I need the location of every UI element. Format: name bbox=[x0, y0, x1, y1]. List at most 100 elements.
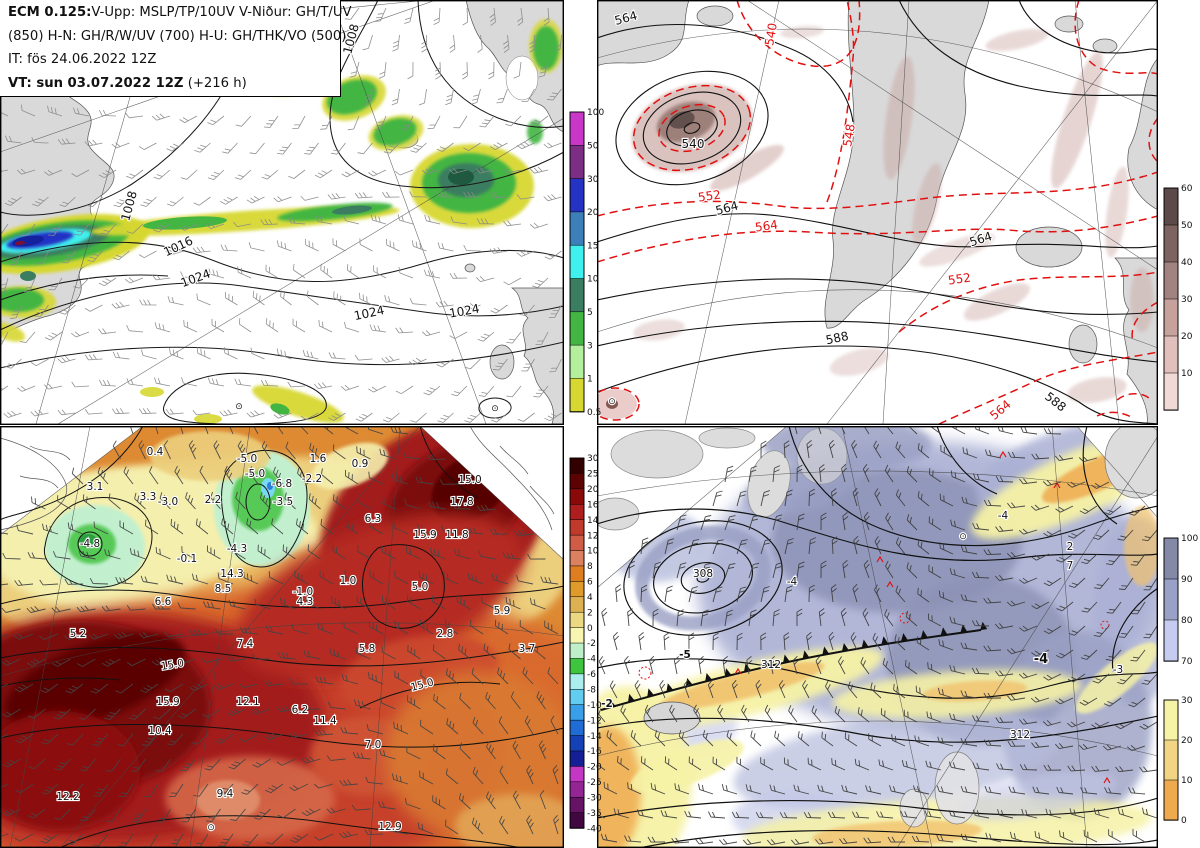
svg-text:552: 552 bbox=[697, 188, 722, 205]
svg-text:20: 20 bbox=[1181, 736, 1193, 746]
svg-text:15.0: 15.0 bbox=[458, 474, 481, 486]
svg-text:-4: -4 bbox=[998, 510, 1009, 522]
colorbar: 60 50 40 30 20 10 bbox=[1163, 184, 1193, 411]
svg-text:10: 10 bbox=[1181, 776, 1193, 786]
svg-text:11.8: 11.8 bbox=[445, 529, 468, 541]
svg-text:3.7: 3.7 bbox=[519, 643, 536, 655]
wind-barbs bbox=[597, 426, 1158, 846]
svg-text:⊙: ⊙ bbox=[959, 532, 967, 542]
model-header-box: ECM 0.125:V-Upp: MSLP/TP/10UV V-Niður: G… bbox=[0, 0, 352, 97]
wind-barbs bbox=[0, 426, 560, 848]
svg-text:-4.8: -4.8 bbox=[80, 538, 101, 550]
svg-text:-4: -4 bbox=[1034, 652, 1048, 667]
svg-text:2: 2 bbox=[1067, 541, 1074, 553]
svg-text:308: 308 bbox=[693, 568, 713, 580]
svg-text:540: 540 bbox=[682, 137, 705, 151]
svg-text:⊙: ⊙ bbox=[235, 402, 243, 412]
colorbar: 100 90 80 70 bbox=[1163, 534, 1198, 667]
svg-text:15.9: 15.9 bbox=[156, 696, 179, 708]
panel-700hpa-humidity: 308 -4 2 7 -4 -4 -3 -5 -2 312 312 ⊙ bbox=[597, 426, 1158, 848]
svg-text:3.1: 3.1 bbox=[87, 481, 104, 493]
svg-text:6.3: 6.3 bbox=[365, 513, 382, 525]
svg-text:5.2: 5.2 bbox=[70, 628, 87, 640]
svg-text:-5.0: -5.0 bbox=[237, 453, 258, 465]
svg-text:588: 588 bbox=[825, 329, 850, 347]
svg-text:30: 30 bbox=[1181, 295, 1193, 305]
svg-text:40: 40 bbox=[1181, 258, 1193, 268]
contour-labels: 308 -4 2 7 -4 -4 -3 -5 -2 312 312 ⊙ bbox=[600, 509, 1124, 742]
svg-text:540: 540 bbox=[762, 22, 780, 47]
svg-text:-4: -4 bbox=[787, 576, 798, 588]
svg-text:10.4: 10.4 bbox=[148, 725, 172, 737]
svg-text:⊙: ⊙ bbox=[608, 397, 616, 407]
svg-text:30: 30 bbox=[1181, 696, 1193, 706]
svg-text:-6: -6 bbox=[587, 670, 596, 680]
svg-text:-2: -2 bbox=[601, 698, 613, 710]
svg-text:-3: -3 bbox=[1113, 664, 1123, 676]
svg-text:20: 20 bbox=[1181, 332, 1193, 342]
header-line-1: ECM 0.125:V-Upp: MSLP/TP/10UV V-Niður: G… bbox=[8, 5, 352, 20]
svg-text:5: 5 bbox=[587, 308, 593, 318]
svg-text:312: 312 bbox=[761, 659, 781, 671]
svg-text:552: 552 bbox=[947, 271, 972, 288]
graticule bbox=[597, 0, 1158, 425]
svg-text:4.3: 4.3 bbox=[297, 596, 314, 608]
svg-text:-4.3: -4.3 bbox=[227, 543, 248, 555]
svg-text:-5: -5 bbox=[679, 649, 691, 661]
svg-text:7: 7 bbox=[1067, 560, 1074, 572]
svg-text:1.0: 1.0 bbox=[340, 575, 357, 587]
land-layer bbox=[597, 0, 1158, 425]
svg-text:12.9: 12.9 bbox=[378, 821, 401, 833]
svg-text:1.6: 1.6 bbox=[310, 453, 327, 465]
contours bbox=[0, 426, 564, 848]
svg-text:1024: 1024 bbox=[448, 302, 481, 321]
svg-text:10: 10 bbox=[1181, 369, 1193, 379]
svg-text:312: 312 bbox=[1010, 729, 1030, 741]
header-line-3: IT: fös 24.06.2022 12Z bbox=[8, 52, 157, 67]
svg-text:9.4: 9.4 bbox=[217, 788, 234, 800]
svg-text:0.4: 0.4 bbox=[147, 446, 164, 458]
svg-text:8.5: 8.5 bbox=[215, 583, 232, 595]
svg-text:5.0: 5.0 bbox=[412, 581, 429, 593]
thickness-contours bbox=[597, 0, 1158, 425]
svg-text:0: 0 bbox=[587, 624, 593, 634]
header-line-2: (850) H-N: GH/R/W/UV (700) H-U: GH/THK/V… bbox=[8, 28, 347, 44]
graticule bbox=[597, 426, 1158, 848]
svg-text:4: 4 bbox=[587, 593, 593, 603]
colorbar: 30 20 10 0 bbox=[1163, 696, 1193, 826]
svg-text:-6.8: -6.8 bbox=[272, 478, 293, 490]
svg-text:1: 1 bbox=[587, 375, 593, 385]
svg-text:-5.0: -5.0 bbox=[245, 468, 266, 480]
svg-text:12.2: 12.2 bbox=[56, 791, 79, 803]
graticule bbox=[0, 426, 564, 848]
panel-850hpa-temperature: 0.4 1.6 0.9 -5.0 -5.0 -6.8 3.1 3.3 -3.0 2.2 -2.2 -3… bbox=[0, 426, 564, 848]
svg-text:0.9: 0.9 bbox=[352, 458, 369, 470]
svg-text:6.2: 6.2 bbox=[292, 704, 309, 716]
svg-text:100: 100 bbox=[1181, 534, 1198, 544]
svg-text:15.0: 15.0 bbox=[160, 657, 185, 673]
svg-text:11.4: 11.4 bbox=[313, 715, 337, 727]
svg-text:3: 3 bbox=[587, 341, 593, 351]
svg-text:-3.5: -3.5 bbox=[273, 496, 294, 508]
svg-text:2: 2 bbox=[587, 608, 593, 618]
svg-text:5.9: 5.9 bbox=[494, 605, 511, 617]
svg-text:-3.0: -3.0 bbox=[158, 496, 179, 508]
svg-text:2.2: 2.2 bbox=[205, 494, 222, 506]
temperature-shading bbox=[0, 426, 564, 848]
svg-text:17.8: 17.8 bbox=[450, 496, 473, 508]
svg-text:3.3: 3.3 bbox=[140, 491, 157, 503]
svg-text:548: 548 bbox=[840, 123, 858, 148]
svg-text:12.1: 12.1 bbox=[236, 696, 259, 708]
svg-text:14.3: 14.3 bbox=[220, 568, 243, 580]
contours bbox=[597, 426, 1158, 848]
svg-text:90: 90 bbox=[1181, 575, 1193, 585]
header-line-4: VT: sun 03.07.2022 12Z (+216 h) bbox=[8, 75, 247, 91]
svg-text:6: 6 bbox=[587, 578, 593, 588]
svg-text:7.0: 7.0 bbox=[365, 739, 382, 751]
svg-text:80: 80 bbox=[1181, 616, 1193, 626]
svg-text:-8: -8 bbox=[587, 686, 596, 696]
svg-text:0: 0 bbox=[1181, 816, 1187, 826]
svg-text:-0.1: -0.1 bbox=[177, 553, 198, 565]
